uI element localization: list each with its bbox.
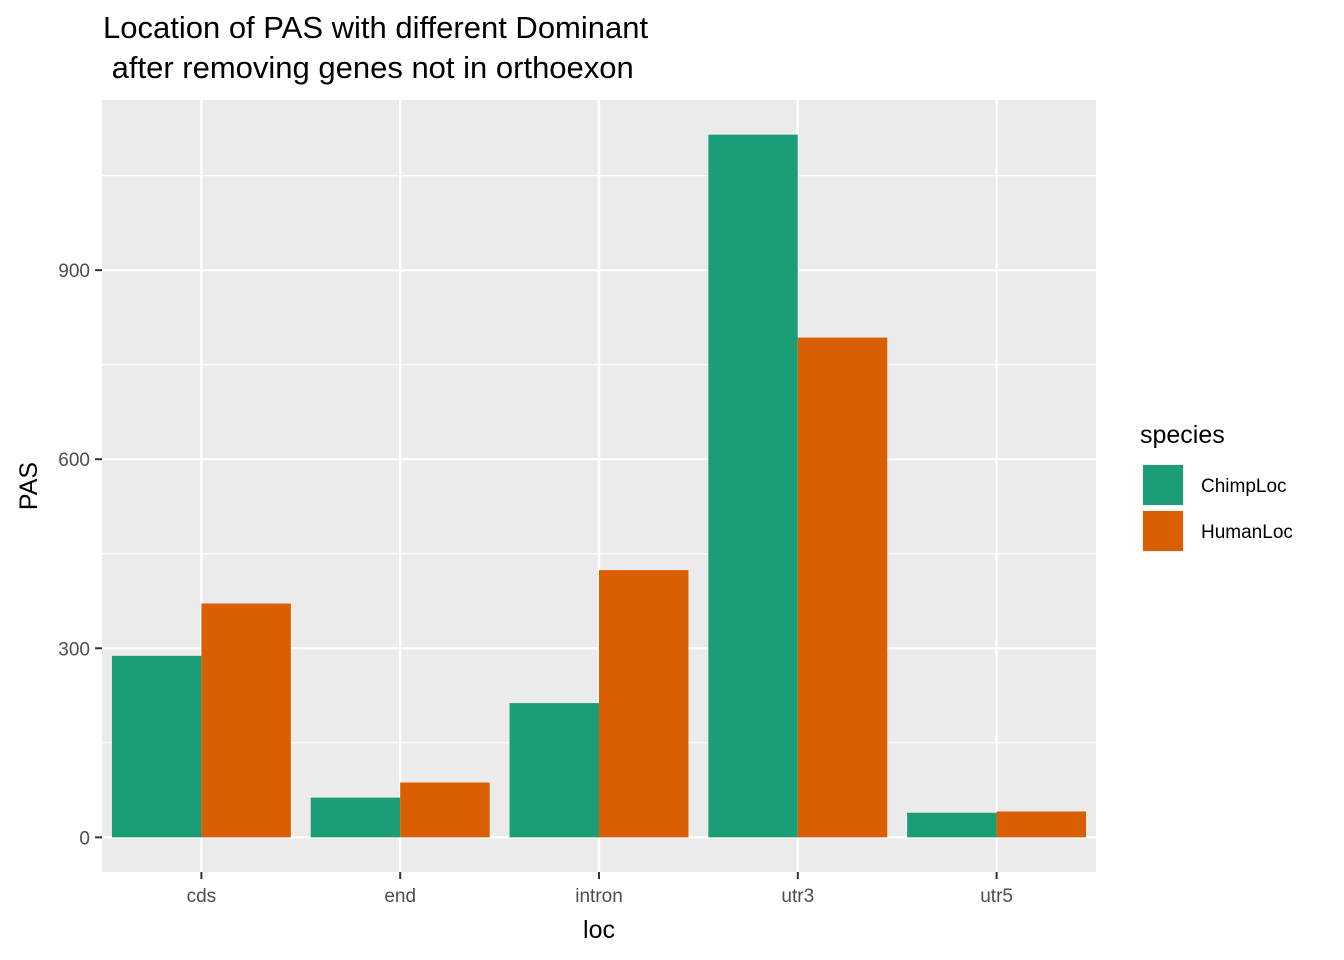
x-tick-label: cds: [187, 886, 217, 907]
bar-HumanLoc-intron: [599, 570, 689, 838]
chart-title-line-1: Location of PAS with different Dominant: [103, 10, 649, 45]
y-axis-title: PAS: [15, 462, 43, 510]
bar-ChimpLoc-cds: [111, 655, 202, 838]
legend-title: species: [1140, 421, 1225, 449]
x-axis: cds end intron utr3 utr5: [187, 872, 1013, 907]
y-tick-label: 300: [58, 639, 90, 660]
bar-HumanLoc-utr5: [996, 811, 1087, 838]
x-axis-title: loc: [583, 916, 615, 944]
x-tick-label: utr5: [980, 886, 1013, 907]
bars: [111, 134, 1087, 838]
bar-HumanLoc-end: [400, 782, 490, 838]
legend-key-HumanLoc: [1143, 511, 1183, 551]
legend-key-ChimpLoc: [1143, 465, 1183, 505]
y-tick-label: 0: [79, 828, 90, 849]
chart-title-line-2: after removing genes not in orthoexon: [103, 50, 634, 85]
bar-HumanLoc-cds: [201, 603, 291, 838]
bar-ChimpLoc-utr5: [907, 812, 997, 838]
y-tick-label: 600: [58, 450, 90, 471]
x-tick-label: end: [384, 886, 416, 907]
y-tick-label: 900: [58, 261, 90, 282]
x-tick-label: utr3: [781, 886, 814, 907]
bar-ChimpLoc-utr3: [708, 134, 798, 838]
legend: species ChimpLoc HumanLoc: [1140, 421, 1293, 552]
legend-label-ChimpLoc: ChimpLoc: [1201, 476, 1287, 497]
bar-ChimpLoc-end: [310, 797, 401, 838]
legend-label-HumanLoc: HumanLoc: [1201, 522, 1293, 543]
y-axis: 0 300 600 900: [58, 261, 102, 849]
bar-ChimpLoc-intron: [509, 703, 599, 838]
x-tick-label: intron: [575, 886, 623, 907]
bar-HumanLoc-utr3: [797, 337, 888, 838]
